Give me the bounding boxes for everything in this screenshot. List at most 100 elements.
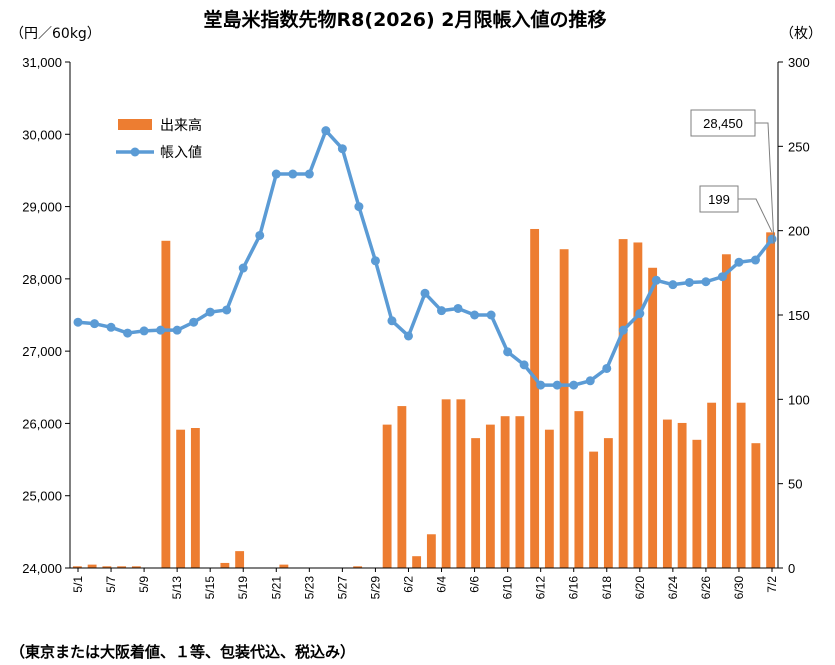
volume-bar xyxy=(736,402,746,568)
callout-volume: 199 xyxy=(699,185,773,233)
price-point xyxy=(189,317,199,327)
left-tick-label: 25,000 xyxy=(22,489,62,504)
right-axis-unit: （枚） xyxy=(780,26,822,42)
price-point xyxy=(767,234,777,244)
price-point xyxy=(222,305,232,315)
x-tick-label: 5/29 xyxy=(368,576,382,600)
price-point xyxy=(552,380,562,390)
x-tick-label: 6/16 xyxy=(567,576,581,600)
price-point xyxy=(536,380,546,390)
volume-bar xyxy=(500,416,510,568)
volume-bar xyxy=(353,566,363,568)
price-point xyxy=(255,230,265,240)
price-point xyxy=(701,277,711,287)
volume-bar xyxy=(530,228,540,569)
legend-label-volume: 出来高 xyxy=(160,117,202,134)
x-axis-ticks: 5/1 5/7 5/9 5/13 5/15 5/19 5/21 5/23 5/27 5/29 6/2… xyxy=(71,568,779,599)
volume-bar xyxy=(766,232,776,568)
volume-bar xyxy=(515,416,525,568)
x-tick-label: 5/19 xyxy=(236,576,250,600)
volume-bar xyxy=(677,422,687,568)
price-point xyxy=(684,277,694,287)
volume-bar xyxy=(220,562,230,568)
price-point xyxy=(354,202,364,212)
x-tick-label: 5/23 xyxy=(302,576,316,600)
right-tick-label: 150 xyxy=(788,308,810,323)
volume-bar xyxy=(235,551,245,568)
legend-swatch-volume xyxy=(118,119,152,130)
volume-bar xyxy=(692,439,702,568)
volume-bar xyxy=(633,242,643,568)
price-line xyxy=(77,128,774,387)
volume-bar xyxy=(412,556,422,568)
price-point xyxy=(635,309,645,319)
x-tick-label: 6/10 xyxy=(501,576,515,600)
volume-bar xyxy=(544,429,554,568)
callout-price-leader xyxy=(755,122,775,245)
price-point xyxy=(288,169,298,179)
x-tick-label: 6/20 xyxy=(633,576,647,600)
price-point xyxy=(123,328,133,338)
callout-volume-leader xyxy=(738,198,773,233)
price-point xyxy=(750,255,760,265)
x-tick-label: 6/26 xyxy=(699,576,713,600)
right-tick-label: 50 xyxy=(788,477,802,492)
price-point xyxy=(585,376,595,386)
price-point xyxy=(403,331,413,341)
left-tick-label: 26,000 xyxy=(22,416,62,431)
price-point xyxy=(420,288,430,298)
x-tick-label: 6/12 xyxy=(534,576,548,600)
x-tick-label: 5/21 xyxy=(269,576,283,600)
volume-bar xyxy=(441,399,451,568)
volume-bar xyxy=(397,406,407,568)
price-line-layer xyxy=(73,126,777,390)
price-point xyxy=(106,322,116,332)
right-axis-ticks: 0 50 100 150 200 250 300 xyxy=(778,55,810,576)
volume-bar xyxy=(102,566,112,568)
right-tick-label: 200 xyxy=(788,224,810,239)
volume-bar xyxy=(176,429,186,568)
price-point xyxy=(387,316,397,326)
volume-bar xyxy=(574,411,584,568)
volume-bar xyxy=(603,438,613,568)
right-tick-label: 250 xyxy=(788,139,810,154)
price-point xyxy=(205,307,215,317)
price-point xyxy=(651,275,661,285)
legend-swatch-price-marker xyxy=(130,147,140,157)
x-tick-label: 5/27 xyxy=(335,576,349,600)
x-tick-label: 6/4 xyxy=(435,576,449,593)
x-tick-label: 6/2 xyxy=(401,576,415,593)
callout-price-text: 28,450 xyxy=(703,116,743,131)
volume-bar xyxy=(485,424,495,568)
volume-bar xyxy=(707,402,717,568)
volume-bar xyxy=(456,399,466,568)
callout-volume-text: 199 xyxy=(708,192,730,207)
volume-bar xyxy=(471,438,481,568)
price-point xyxy=(437,306,447,316)
price-point xyxy=(337,144,347,154)
x-tick-label: 6/6 xyxy=(468,576,482,593)
volume-bar xyxy=(382,424,392,568)
price-point xyxy=(602,363,612,373)
left-tick-label: 30,000 xyxy=(22,127,62,142)
right-tick-label: 0 xyxy=(788,561,795,576)
volume-bar xyxy=(161,240,171,569)
callout-price-box xyxy=(690,109,756,137)
chart-title: 堂島米指数先物R8(2026) 2月限帳入値の推移 xyxy=(204,8,607,31)
volume-bar xyxy=(589,451,599,568)
volume-bar xyxy=(618,239,628,568)
volume-bar xyxy=(72,566,82,568)
right-tick-label: 300 xyxy=(788,55,810,70)
volume-bar xyxy=(662,419,672,568)
volume-bar xyxy=(190,428,200,568)
volume-bar xyxy=(131,566,141,568)
volume-bar xyxy=(648,267,658,568)
price-point xyxy=(470,310,480,320)
price-point xyxy=(73,317,83,327)
volume-bar xyxy=(721,254,731,568)
x-tick-label: 5/9 xyxy=(137,576,151,593)
price-point xyxy=(238,263,248,273)
left-axis-ticks: 24,000 25,000 26,000 27,000 28,000 29,000 30,0… xyxy=(22,55,70,576)
left-tick-label: 24,000 xyxy=(22,561,62,576)
